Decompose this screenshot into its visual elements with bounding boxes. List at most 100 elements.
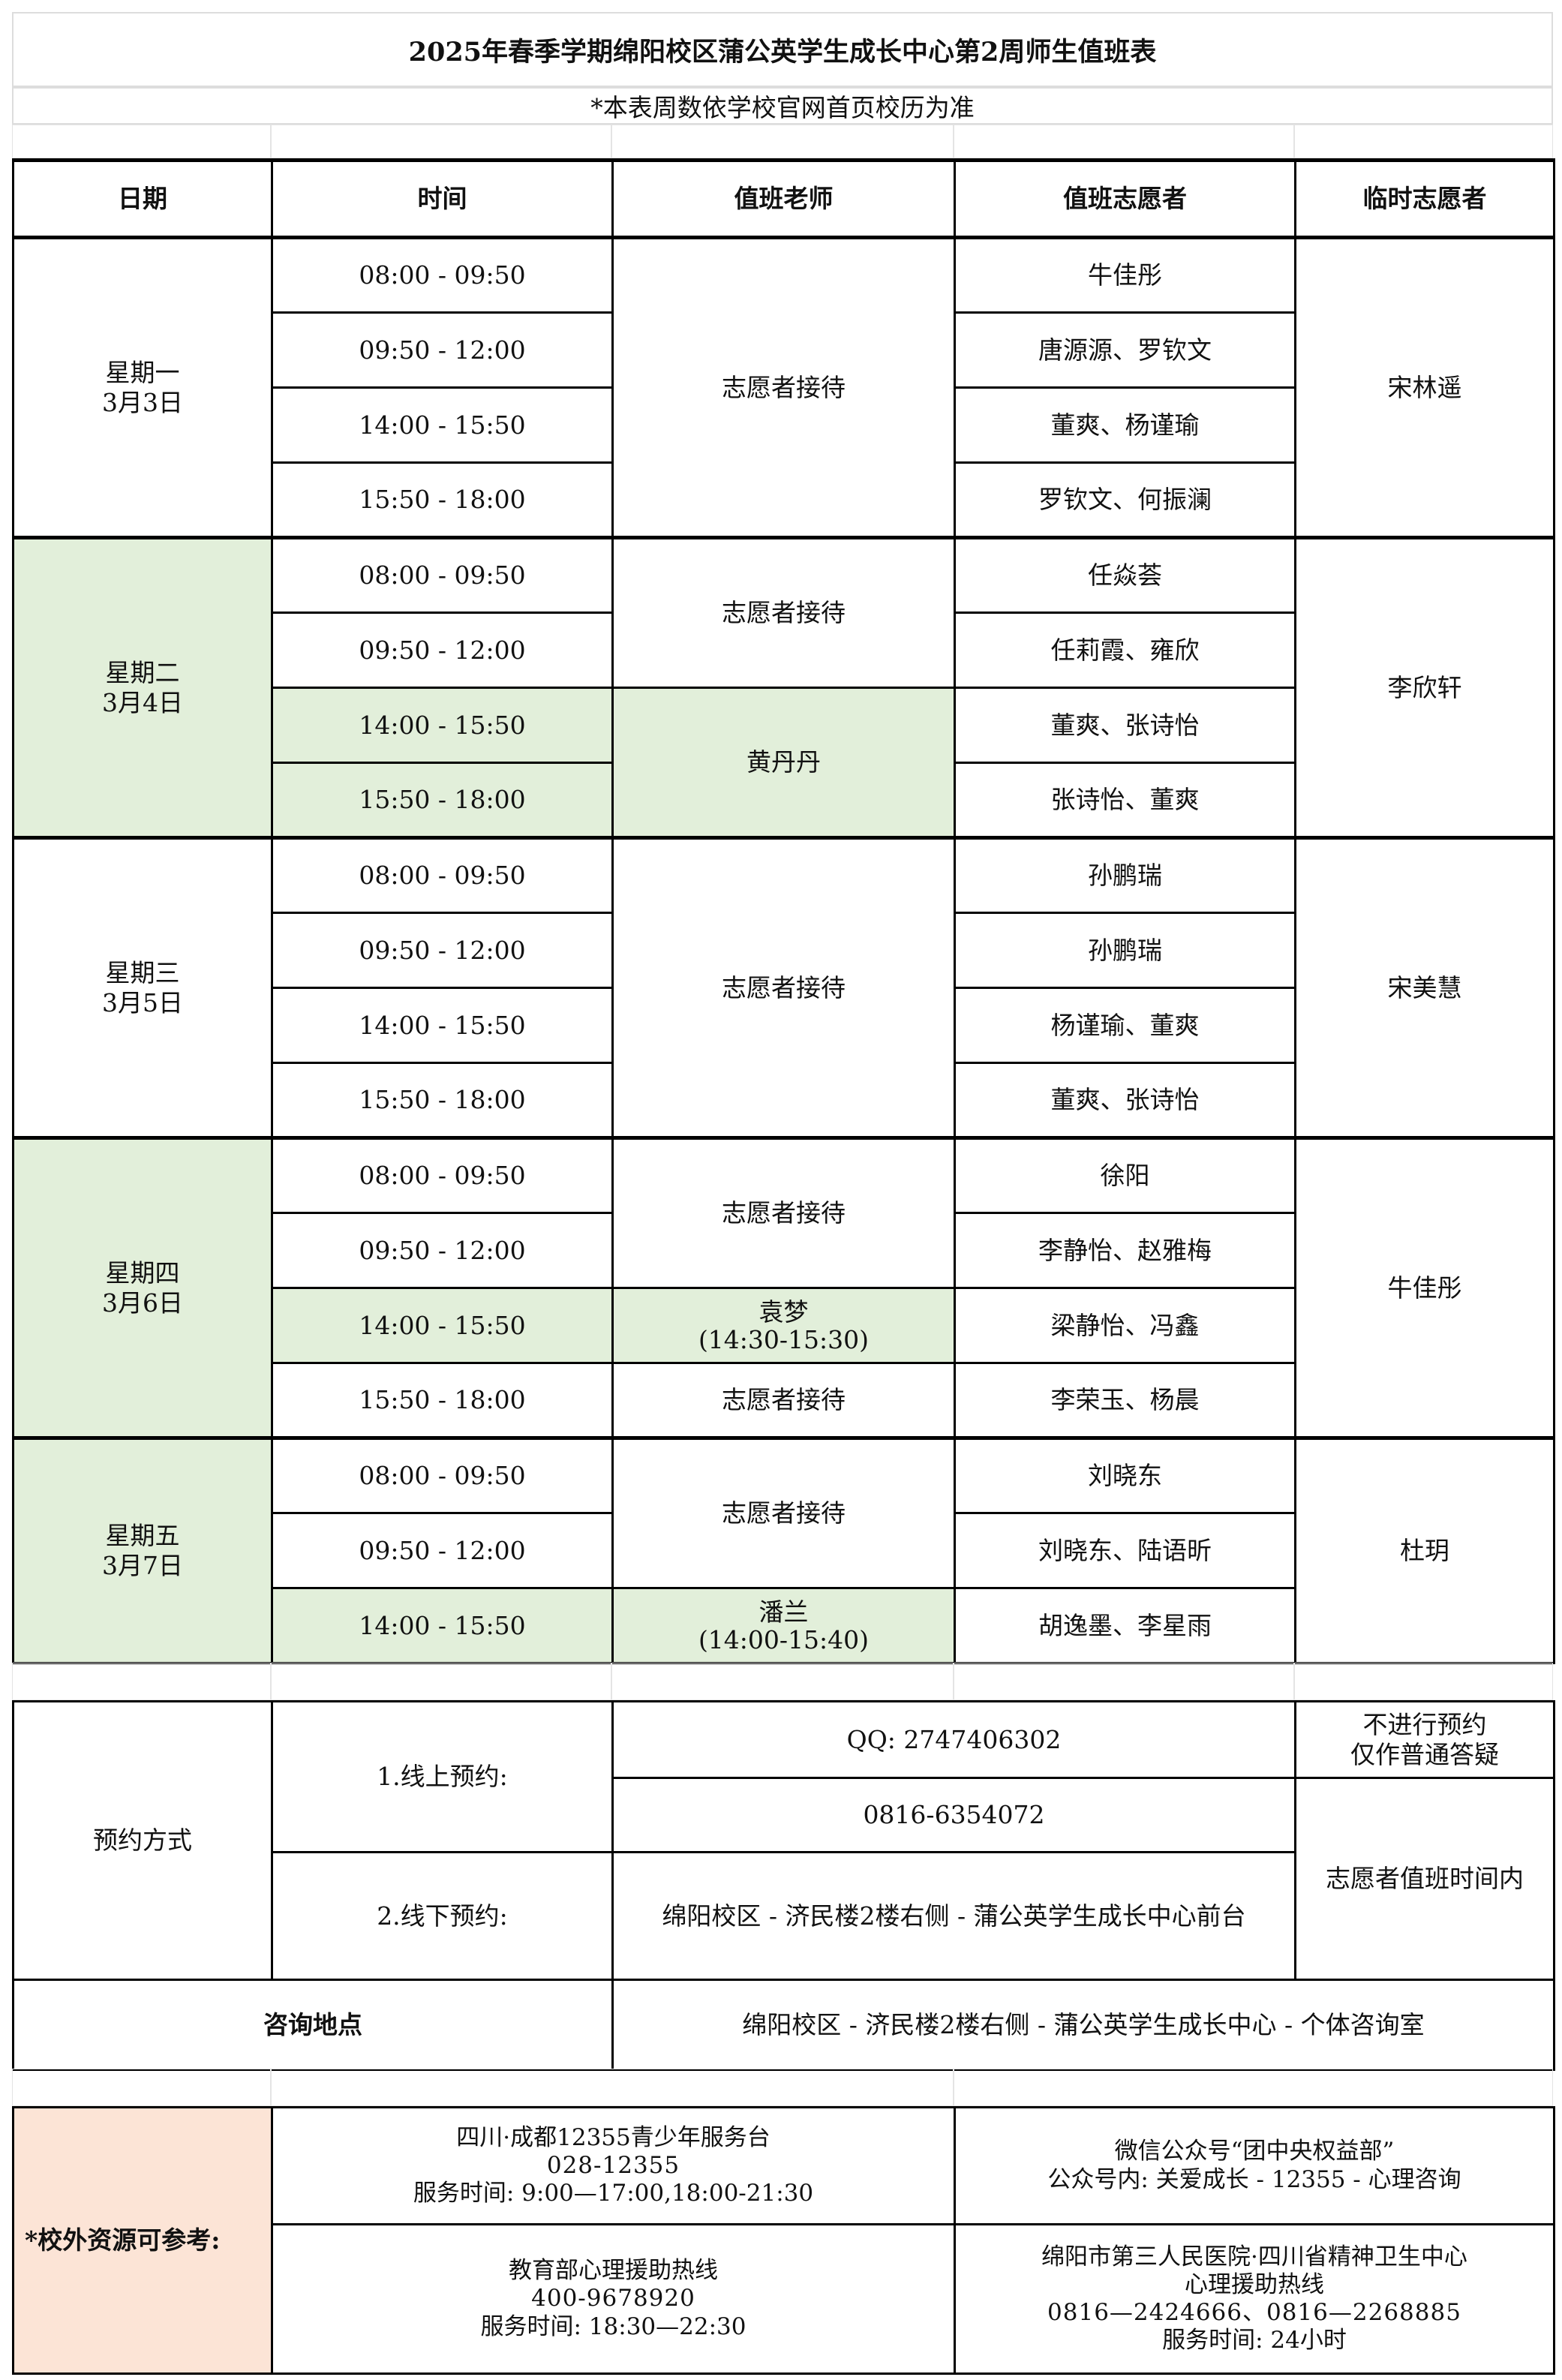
time-note: 志愿者值班时间内 xyxy=(1294,1777,1555,1981)
consult-row: 咨询地点 绵阳校区 - 济民楼2楼右侧 - 蒲公英学生成长中心 - 个体咨询室 xyxy=(12,1979,1555,2071)
resources-row: *校外资源可参考: 四川·成都12355青少年服务台 028-12355 服务时… xyxy=(12,2106,1555,2375)
schedule-row: 14:00 - 15:50 董爽、杨谨瑜 xyxy=(14,386,1554,464)
schedule-row: 星期四 3月6日 08:00 - 09:50 志愿者接待 徐阳 牛佳彤 xyxy=(12,1136,1555,1439)
volunteer-cell: 胡逸墨、李星雨 xyxy=(954,1587,1296,1664)
schedule-row: 15:50 - 18:00 董爽、张诗怡 xyxy=(14,1062,1554,1139)
teacher-name: 志愿者接待 xyxy=(722,1498,846,1528)
temp-volunteer-cell: 杜玥 xyxy=(1294,1436,1555,1664)
schedule-row: 15:50 - 18:00 志愿者接待 李荣玉、杨晨 xyxy=(14,1362,1554,1439)
qq-number: QQ: 2747406302 xyxy=(611,1700,1296,1779)
appointment-row-offline: 2.线下预约: 绵阳校区 - 济民楼2楼右侧 - 蒲公英学生成长中心前台 xyxy=(14,1851,1554,1981)
volunteer-cell: 杨谨瑜、董爽 xyxy=(954,987,1296,1064)
schedule-row: 09:50 - 12:00 唐源源、罗钦文 xyxy=(14,311,1554,389)
consult-label: 咨询地点 xyxy=(12,1979,614,2071)
online-label: 1.线上预约: xyxy=(271,1700,614,1853)
day-date: 3月6日 xyxy=(102,1288,183,1318)
time-cell: 15:50 - 18:00 xyxy=(271,1062,614,1139)
teacher-name: 志愿者接待 xyxy=(722,1198,846,1228)
teacher-cell: 志愿者接待 xyxy=(611,836,956,1139)
time-cell: 08:00 - 09:50 xyxy=(271,536,614,614)
temp-volunteer-cell: 宋美慧 xyxy=(1294,836,1555,1139)
day-cell: 星期三 3月5日 xyxy=(12,836,273,1139)
schedule-row: 星期三 3月5日 08:00 - 09:50 志愿者接待 孙鹏瑞 宋美慧 xyxy=(12,836,1555,1139)
resources-label: *校外资源可参考: xyxy=(12,2106,273,2375)
time-cell: 09:50 - 12:00 xyxy=(271,1212,614,1289)
time-cell: 14:00 - 15:50 xyxy=(271,987,614,1064)
appointment-row-phone: 0816-6354072 志愿者值班时间内 xyxy=(14,1777,1555,1981)
resource-item: 绵阳市第三人民医院·四川省精神卫生中心 心理援助热线 0816—2424666、… xyxy=(954,2223,1555,2375)
day-name: 星期一 xyxy=(105,357,180,387)
schedule-row: 09:50 - 12:00 孙鹏瑞 xyxy=(14,912,1554,989)
resource-phone: 028-12355 xyxy=(546,2151,680,2179)
schedule-row: 星期一 3月3日 08:00 - 09:50 志愿者接待 牛佳彤 宋林遥 xyxy=(12,236,1555,539)
time-cell: 14:00 - 15:50 xyxy=(271,1287,614,1364)
volunteer-cell: 李静怡、赵雅梅 xyxy=(954,1212,1296,1289)
schedule-table: 日期 时间 值班老师 值班志愿者 临时志愿者 星期一 3月3日 08:00 - 09… xyxy=(12,158,1555,1664)
volunteer-cell: 孙鹏瑞 xyxy=(954,836,1296,914)
time-cell: 14:00 - 15:50 xyxy=(271,386,614,464)
resource-phone: 0816—2424666、0816—2268885 xyxy=(1047,2299,1461,2326)
qq-note-line2: 仅作普通答疑 xyxy=(1350,1739,1499,1769)
qq-note: 不进行预约 仅作普通答疑 xyxy=(1294,1700,1555,1779)
day-cell: 星期二 3月4日 xyxy=(12,536,273,839)
teacher-name: 黄丹丹 xyxy=(746,747,821,777)
qq-note-line1: 不进行预约 xyxy=(1362,1709,1487,1739)
spacer-row xyxy=(12,1663,1553,1700)
day-cell: 星期五 3月7日 xyxy=(12,1436,273,1664)
volunteer-cell: 唐源源、罗钦文 xyxy=(954,311,1296,389)
appointment-row-qq: 预约方式 1.线上预约: QQ: 2747406302 不进行预约 仅作普通答疑 xyxy=(12,1700,1555,1981)
time-cell: 08:00 - 09:50 xyxy=(271,836,614,914)
consult-location: 绵阳校区 - 济民楼2楼右侧 - 蒲公英学生成长中心 - 个体咨询室 xyxy=(611,1979,1555,2071)
teacher-cell: 志愿者接待 xyxy=(611,1136,956,1289)
schedule-row: 14:00 - 15:50 杨谨瑜、董爽 xyxy=(14,987,1554,1064)
volunteer-cell: 牛佳彤 xyxy=(954,236,1296,314)
resources-row: 教育部心理援助热线 400-9678920 服务时间: 18:30—22:30 … xyxy=(14,2223,1555,2375)
teacher-cell: 袁梦 (14:30-15:30) xyxy=(611,1287,956,1364)
header-row: 日期 时间 值班老师 值班志愿者 临时志愿者 xyxy=(12,158,1555,239)
resource-phone: 400-9678920 xyxy=(531,2285,695,2312)
day-date: 3月4日 xyxy=(102,687,183,717)
volunteer-cell: 董爽、张诗怡 xyxy=(954,687,1296,764)
header-volunteer: 值班志愿者 xyxy=(954,158,1296,239)
day-name: 星期三 xyxy=(105,957,180,987)
volunteer-cell: 任莉霞、雍欣 xyxy=(954,612,1296,689)
resources-table: *校外资源可参考: 四川·成都12355青少年服务台 028-12355 服务时… xyxy=(12,2106,1555,2375)
day-name: 星期四 xyxy=(105,1258,180,1288)
temp-volunteer-cell: 牛佳彤 xyxy=(1294,1136,1555,1439)
volunteer-cell: 孙鹏瑞 xyxy=(954,912,1296,989)
appointment-table: 预约方式 1.线上预约: QQ: 2747406302 不进行预约 仅作普通答疑… xyxy=(12,1700,1555,2071)
resource-line: 服务时间: 18:30—22:30 xyxy=(480,2312,746,2340)
teacher-cell: 潘兰 (14:00-15:40) xyxy=(611,1587,956,1664)
time-cell: 15:50 - 18:00 xyxy=(271,461,614,539)
header-teacher: 值班老师 xyxy=(611,158,956,239)
time-cell: 09:50 - 12:00 xyxy=(271,311,614,389)
day-date: 3月7日 xyxy=(102,1551,183,1580)
teacher-name: 志愿者接待 xyxy=(722,598,846,628)
time-cell: 09:50 - 12:00 xyxy=(271,612,614,689)
resource-line: 公众号内: 关爱成长 - 12355 - 心理咨询 xyxy=(1047,2165,1461,2193)
schedule-row: 星期二 3月4日 08:00 - 09:50 志愿者接待 任焱荟 李欣轩 xyxy=(12,536,1555,839)
day-date: 3月3日 xyxy=(102,387,183,417)
resource-item: 四川·成都12355青少年服务台 028-12355 服务时间: 9:00—17… xyxy=(271,2106,956,2225)
day-name: 星期五 xyxy=(105,1521,180,1551)
subtitle-row: *本表周数依学校官网首页校历为准 xyxy=(12,87,1553,125)
volunteer-cell: 任焱荟 xyxy=(954,536,1296,614)
resource-line: 教育部心理援助热线 xyxy=(509,2257,718,2285)
teacher-name: 潘兰 xyxy=(758,1597,809,1627)
schedule-row: 15:50 - 18:00 罗钦文、何振澜 xyxy=(14,461,1554,539)
time-cell: 08:00 - 09:50 xyxy=(271,1436,614,1514)
teacher-cell: 志愿者接待 xyxy=(611,536,956,689)
schedule-row: 09:50 - 12:00 任莉霞、雍欣 xyxy=(14,612,1554,689)
page-title: 2025年春季学期绵阳校区蒲公英学生成长中心第2周师生值班表 xyxy=(408,36,1157,68)
spacer-row xyxy=(12,125,1553,158)
spacer-row xyxy=(12,2069,1553,2106)
phone-number: 0816-6354072 xyxy=(611,1777,1296,1853)
teacher-note: (14:00-15:40) xyxy=(698,1625,870,1655)
page-subtitle: *本表周数依学校官网首页校历为准 xyxy=(590,93,975,122)
time-cell: 14:00 - 15:50 xyxy=(271,1587,614,1664)
temp-volunteer-cell: 宋林遥 xyxy=(1294,236,1555,539)
title-row: 2025年春季学期绵阳校区蒲公英学生成长中心第2周师生值班表 xyxy=(12,12,1553,87)
schedule-row: 14:00 - 15:50 袁梦 (14:30-15:30) 梁静怡、冯鑫 xyxy=(14,1287,1554,1364)
time-cell: 14:00 - 15:50 xyxy=(271,687,614,764)
appointment-label: 预约方式 xyxy=(12,1700,273,1981)
